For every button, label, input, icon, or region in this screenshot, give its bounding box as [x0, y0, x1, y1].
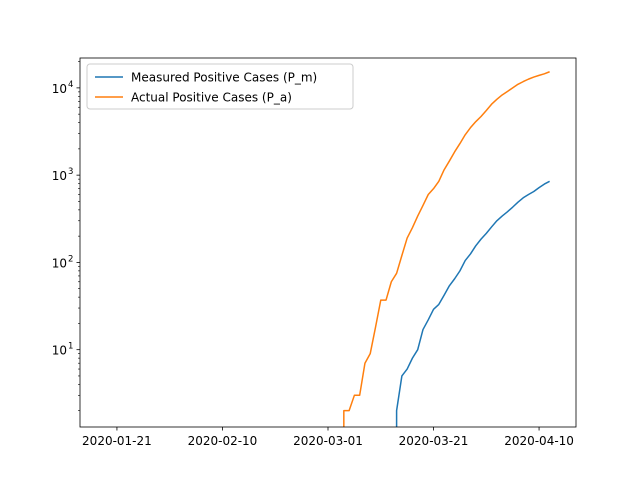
series-line-1 [343, 71, 550, 427]
y-tick-base: 10 [52, 256, 67, 270]
legend-box [86, 63, 354, 110]
y-tick-exponent: 1 [68, 342, 73, 352]
y-tick-exponent: 3 [68, 167, 73, 177]
x-axis: 2020-01-21 2020-02-10 2020-03-01 2020-03-21… [82, 427, 574, 448]
x-tick-label: 2020-04-10 [504, 434, 574, 448]
legend-label-1: Actual Positive Cases (P_a) [131, 91, 292, 105]
y-tick-base: 10 [52, 344, 67, 358]
series-line-0 [395, 180, 550, 427]
y-tick-label: 10 [52, 169, 67, 183]
legend-label-0: Measured Positive Cases (P_m) [131, 71, 317, 85]
y-tick-base: 10 [52, 82, 67, 96]
series-layer [343, 71, 550, 427]
x-tick-label: 2020-02-10 [188, 434, 258, 448]
y-tick-base: 10 [52, 169, 67, 183]
y-tick-exponent: 4 [68, 80, 73, 90]
x-tick-label: 2020-03-01 [293, 434, 363, 448]
x-tick-label: 2020-03-21 [399, 434, 469, 448]
x-tick-label: 2020-01-21 [82, 434, 152, 448]
y-tick-label: 10 [52, 82, 67, 96]
y-tick-label: 10 [52, 256, 67, 270]
y-tick-exponent: 2 [68, 254, 73, 264]
legend: Measured Positive Cases (P_m) Actual Posi… [86, 63, 354, 110]
y-tick-label: 10 [52, 344, 67, 358]
